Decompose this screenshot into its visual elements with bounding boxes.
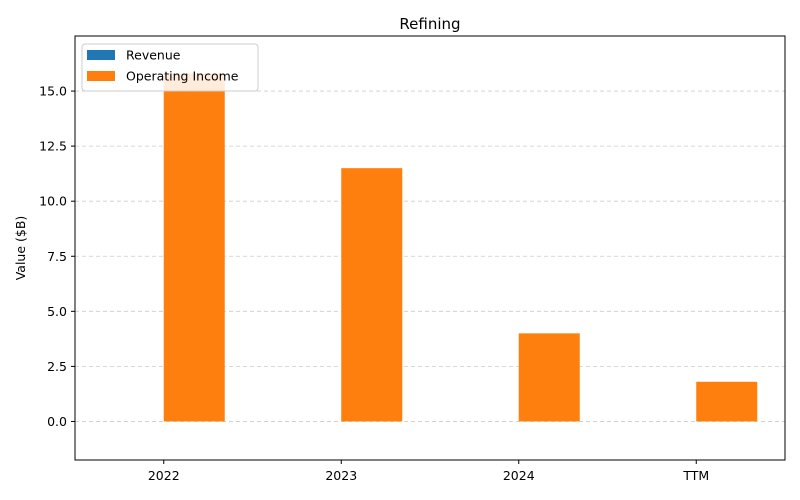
y-tick-label: 5.0 xyxy=(47,304,67,319)
y-axis-ticks: 0.0 2.5 5.0 7.5 10.0 12.5 15.0 xyxy=(39,84,75,429)
bars xyxy=(163,73,758,422)
y-tick-label: 15.0 xyxy=(39,84,67,99)
bar-operating-income-2022 xyxy=(163,73,225,422)
bar-operating-income-2023 xyxy=(341,168,403,422)
bar-operating-income-ttm xyxy=(696,381,758,422)
legend-label: Operating Income xyxy=(126,69,239,84)
x-axis-ticks: 2022 2023 2024 TTM xyxy=(148,460,709,483)
y-tick-label: 0.0 xyxy=(47,414,67,429)
legend-swatch xyxy=(87,50,115,60)
bar-operating-income-2024 xyxy=(518,333,580,422)
legend-label: Revenue xyxy=(126,48,181,63)
plot-frame xyxy=(74,35,786,461)
x-tick-label: TTM xyxy=(682,468,709,483)
legend: Revenue Operating Income xyxy=(81,43,259,92)
y-axis-title: Value ($B) xyxy=(13,216,28,281)
y-tick-label: 7.5 xyxy=(47,249,67,264)
chart-title: Refining xyxy=(399,15,460,33)
x-tick-label: 2022 xyxy=(148,468,180,483)
x-tick-label: 2024 xyxy=(503,468,535,483)
y-tick-label: 12.5 xyxy=(39,139,67,154)
x-tick-label: 2023 xyxy=(325,468,357,483)
legend-box xyxy=(81,43,259,92)
legend-swatch xyxy=(87,71,115,81)
y-tick-label: 2.5 xyxy=(47,359,67,374)
y-tick-label: 10.0 xyxy=(39,194,67,209)
y-gridlines xyxy=(75,90,785,422)
